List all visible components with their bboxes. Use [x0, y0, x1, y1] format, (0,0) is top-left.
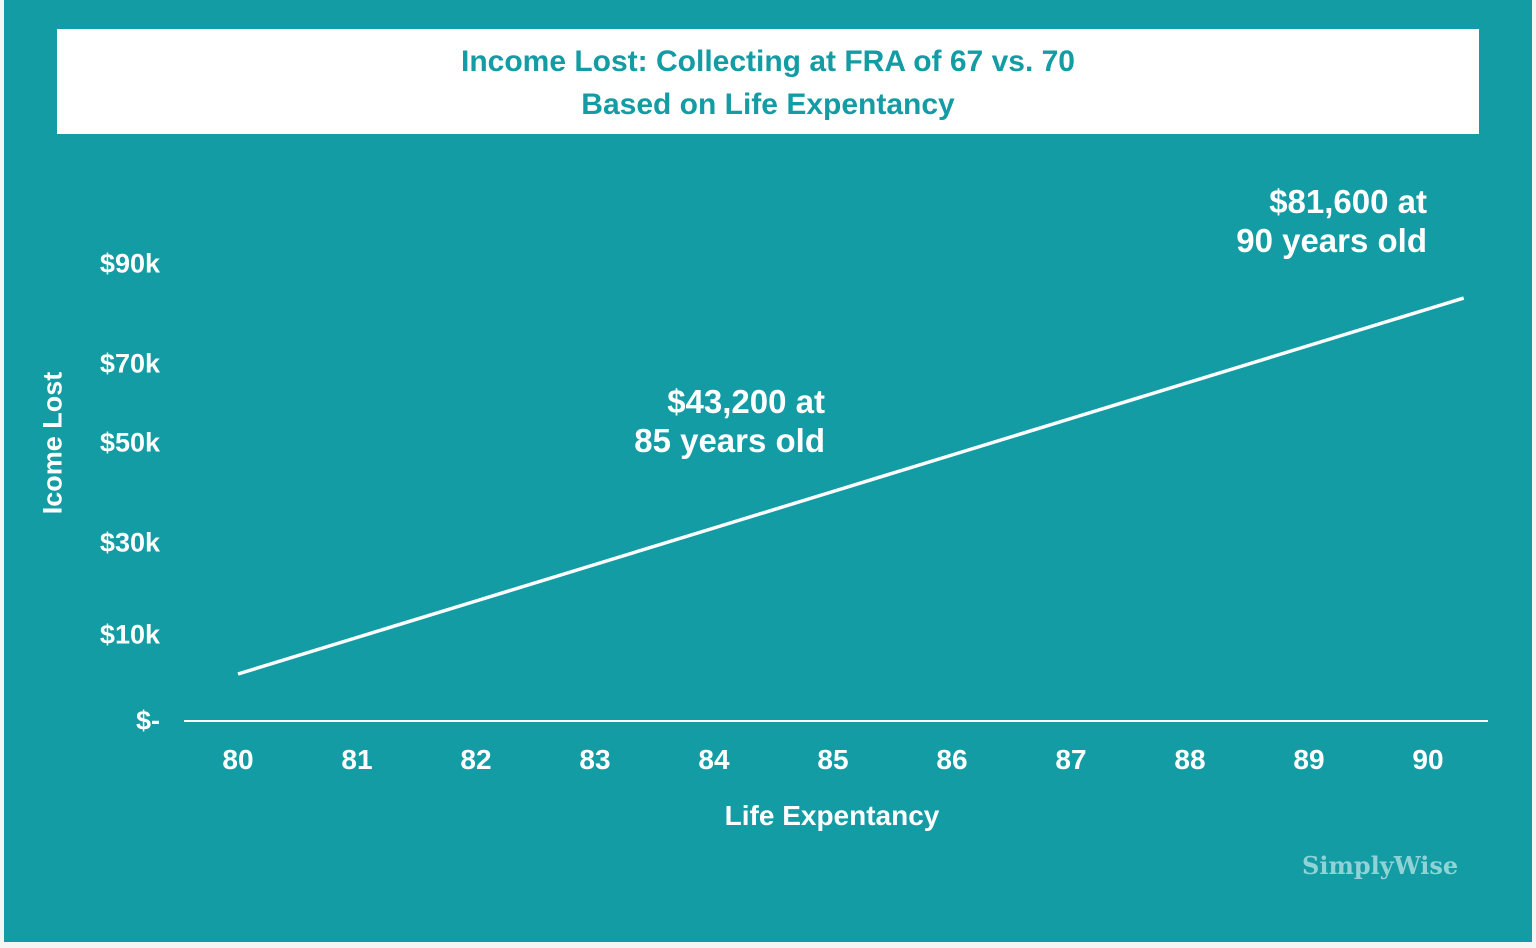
title-box: Income Lost: Collecting at FRA of 67 vs.…: [57, 29, 1479, 134]
y-tick-label: $50k: [99, 427, 160, 458]
annotation-line: $43,200 at: [667, 383, 825, 420]
annotation-line: 90 years old: [1236, 222, 1427, 259]
x-tick-label: 82: [460, 744, 492, 775]
x-tick-label: 80: [222, 744, 254, 775]
x-tick-label: 90: [1412, 744, 1444, 775]
y-tick-label: $30k: [99, 527, 160, 558]
x-tick-label: 83: [579, 744, 611, 775]
x-tick-label: 88: [1174, 744, 1206, 775]
y-tick-label: $90k: [99, 248, 160, 279]
simplywise-logo: SimplyWise: [1302, 851, 1459, 880]
annotation-line: 85 years old: [634, 422, 825, 459]
chart-subtitle: Based on Life Expentancy: [581, 88, 955, 121]
y-tick-label: $-: [135, 705, 160, 736]
x-tick-label: 86: [936, 744, 968, 775]
y-tick-label: $10k: [99, 619, 160, 650]
annotation-line: $81,600 at: [1269, 183, 1427, 220]
x-tick-label: 89: [1293, 744, 1325, 775]
y-axis-label: Icome Lost: [37, 371, 68, 515]
x-tick-label: 81: [341, 744, 373, 775]
annotation-85: $43,200 at 85 years old: [634, 382, 825, 460]
x-tick-label: 87: [1055, 744, 1087, 775]
chart-title: Income Lost: Collecting at FRA of 67 vs.…: [460, 45, 1075, 78]
x-tick-label: 84: [698, 744, 730, 775]
chart-panel: [4, 0, 1532, 942]
series-line: [237, 296, 1465, 676]
x-axis-label: Life Expentancy: [724, 800, 940, 831]
x-tick-label: 85: [817, 744, 849, 775]
y-tick-label: $70k: [99, 348, 160, 379]
annotation-90: $81,600 at 90 years old: [1236, 182, 1427, 260]
